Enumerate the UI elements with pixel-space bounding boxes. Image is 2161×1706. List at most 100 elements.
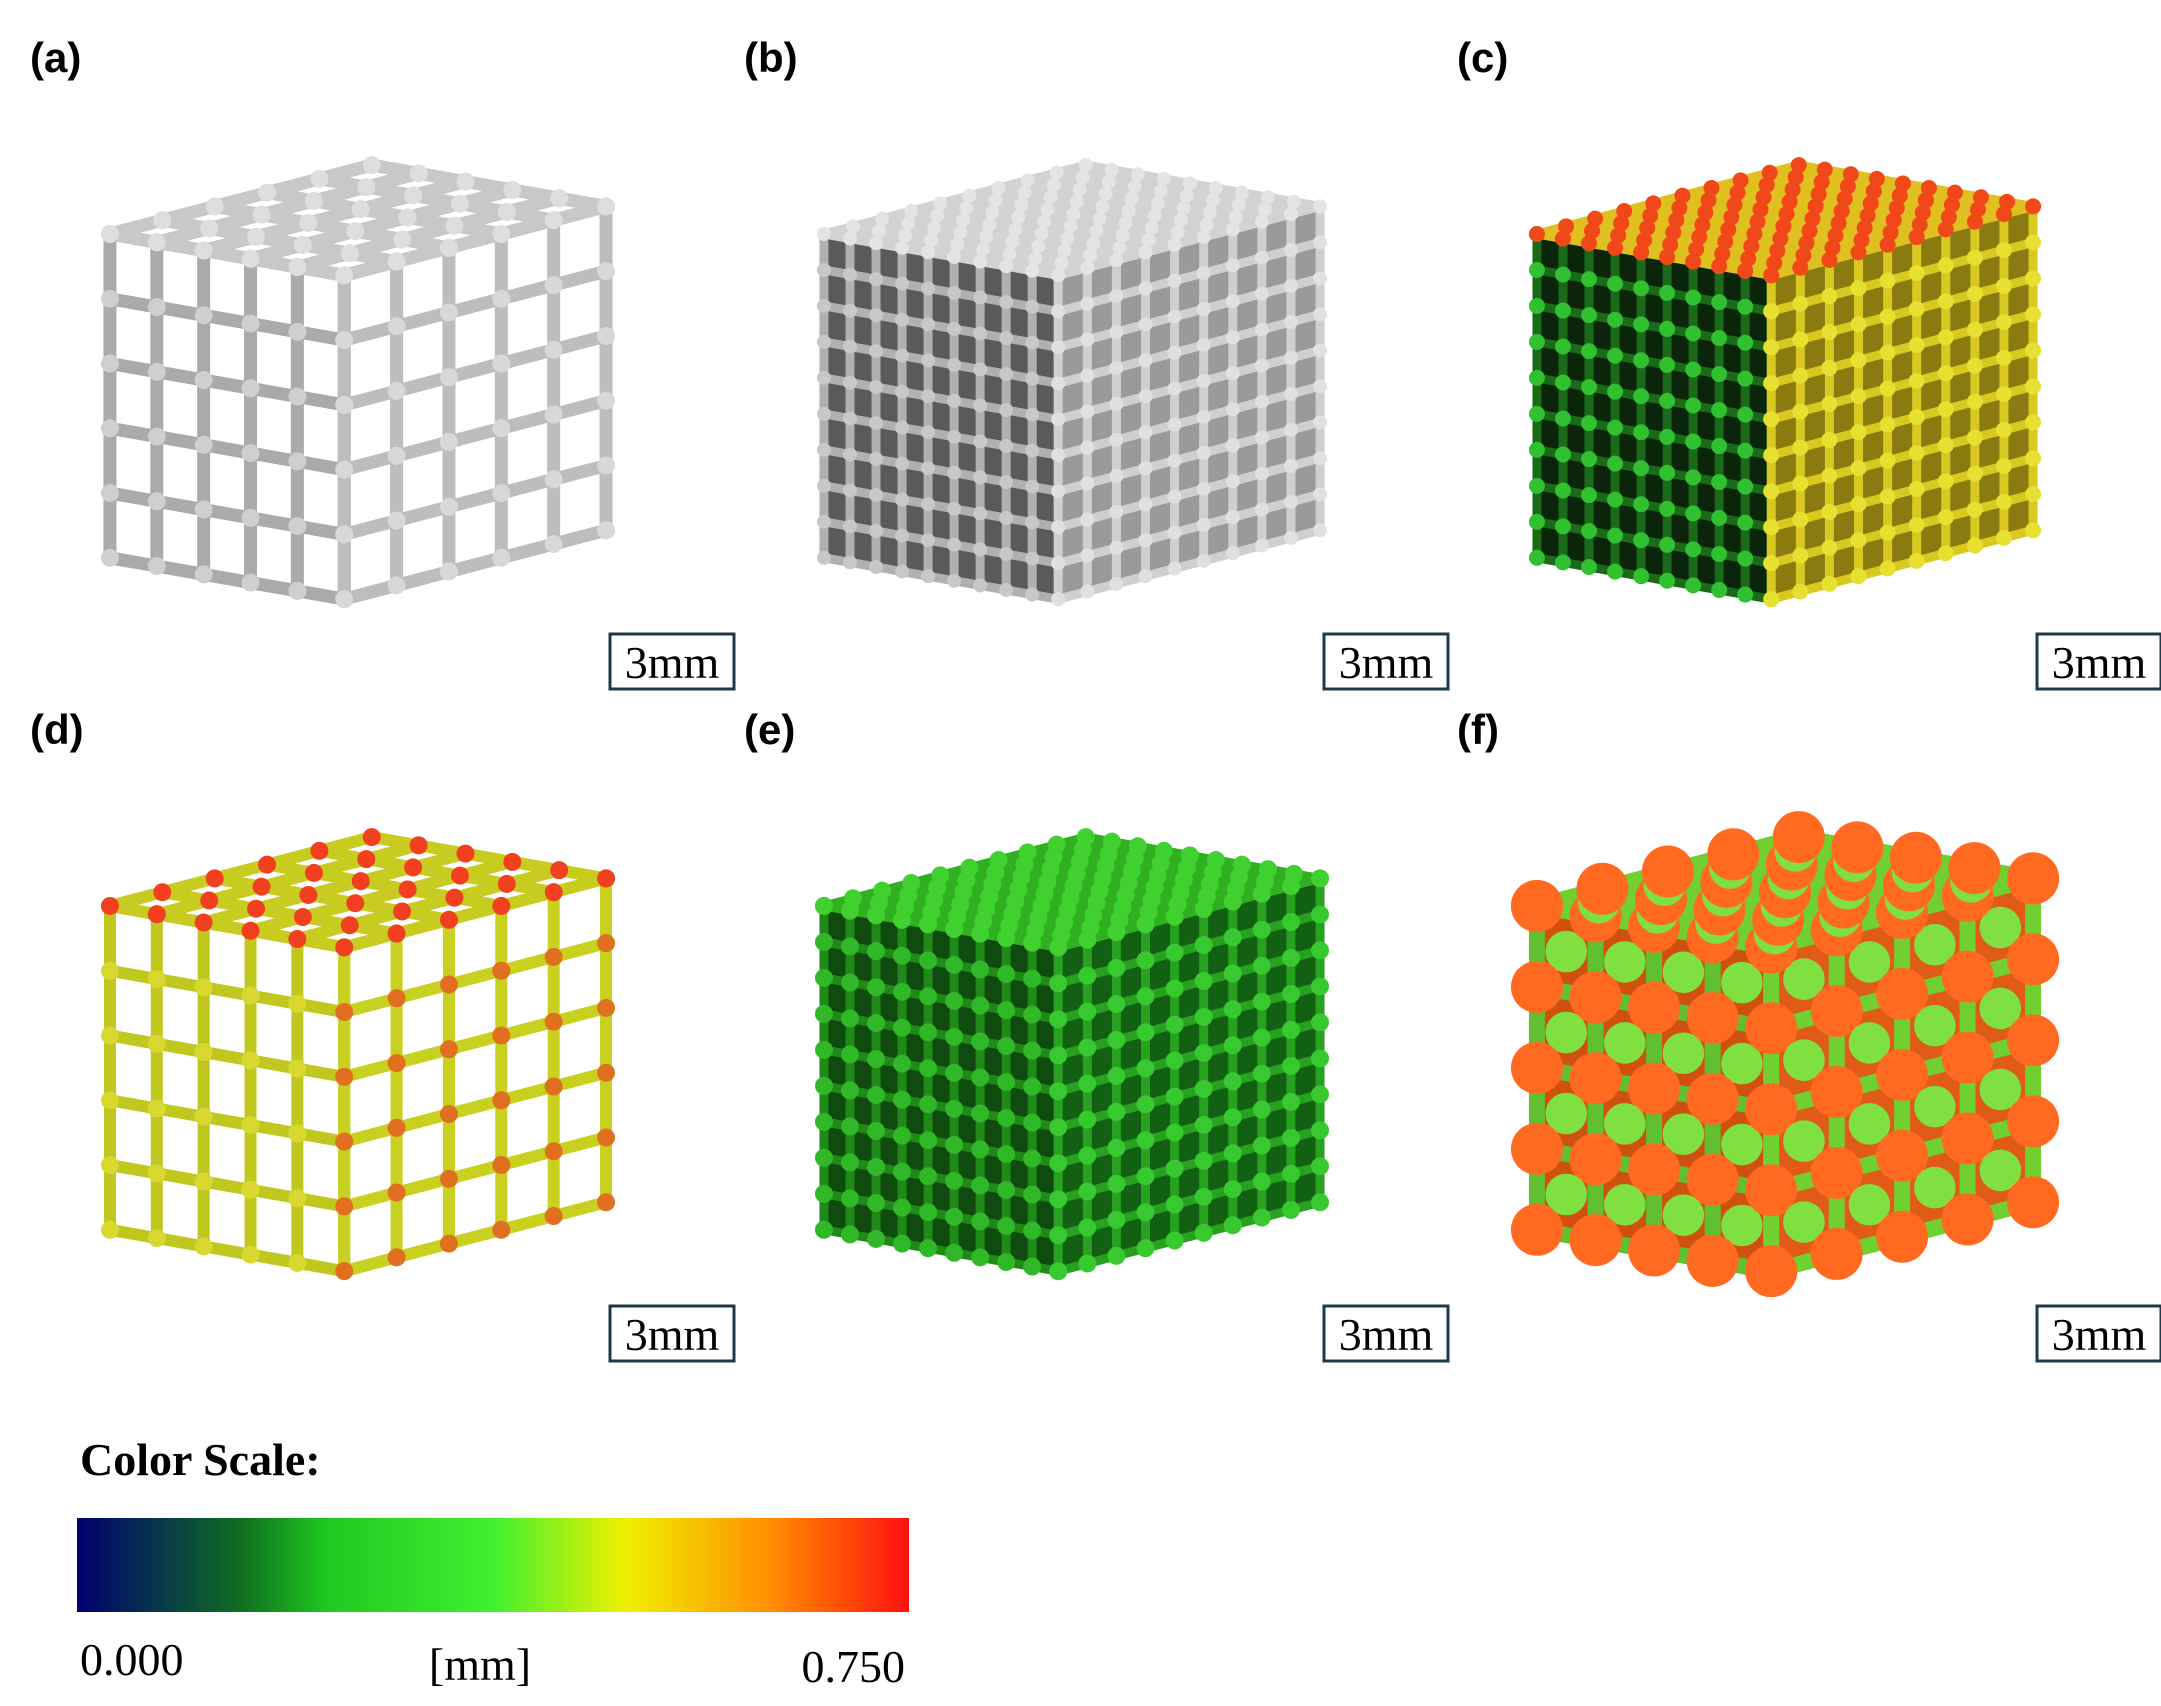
node [1979, 906, 2022, 949]
node [1104, 162, 1119, 177]
node [1138, 281, 1153, 296]
panel: (e) 3mm [744, 706, 1450, 1363]
node [1281, 1056, 1300, 1075]
lattice-face [1771, 206, 2034, 600]
node [387, 382, 406, 401]
node [1072, 182, 1087, 197]
node [1628, 981, 1681, 1034]
strut [1766, 417, 2038, 496]
node [1607, 455, 1624, 472]
node [1165, 1087, 1184, 1106]
node [1792, 295, 1809, 312]
node [1662, 1194, 1705, 1236]
node [205, 197, 224, 216]
node [1165, 1015, 1184, 1034]
node [997, 1109, 1016, 1128]
node [1995, 493, 2012, 510]
strut [1766, 309, 2038, 388]
strut [103, 357, 351, 412]
node [1937, 545, 1954, 562]
node [1729, 184, 1746, 201]
node [1772, 230, 1789, 247]
node [1075, 170, 1090, 185]
node [1313, 451, 1328, 466]
node [1995, 242, 2012, 259]
node [1633, 316, 1650, 333]
node [194, 913, 213, 932]
node [597, 1193, 616, 1212]
node [1821, 359, 1838, 376]
node [550, 861, 569, 880]
node [1937, 257, 1954, 274]
node [194, 1043, 213, 1062]
strut [819, 445, 1063, 496]
node [1223, 928, 1242, 947]
node [1196, 373, 1211, 388]
node [293, 236, 312, 255]
node [1628, 1143, 1681, 1196]
node [1136, 951, 1155, 970]
panel-label: (f) [1457, 706, 1499, 753]
strut [848, 221, 1092, 273]
node [241, 921, 260, 940]
node [346, 894, 365, 913]
strut [103, 1159, 351, 1213]
node [1721, 1123, 1763, 1166]
node [1313, 379, 1328, 394]
node [973, 434, 988, 449]
node [1313, 523, 1328, 538]
node [895, 276, 910, 291]
node [492, 1156, 511, 1175]
node [1554, 338, 1571, 355]
node [1711, 474, 1728, 491]
node [1821, 431, 1838, 448]
node [597, 869, 616, 888]
strut [1740, 197, 2012, 276]
node [100, 896, 119, 915]
node [1946, 184, 1963, 201]
node [1558, 218, 1575, 235]
node [1607, 563, 1624, 580]
strut [1001, 192, 1273, 271]
node [1830, 215, 1847, 232]
node [1937, 509, 1954, 526]
node [1017, 185, 1032, 200]
panel-label: (b) [744, 34, 798, 81]
node [1745, 1002, 1798, 1055]
node [1080, 548, 1095, 563]
node [1607, 491, 1624, 508]
node [1810, 1227, 1863, 1280]
strut [1053, 945, 1325, 1024]
node [1144, 220, 1159, 235]
node [1080, 584, 1095, 599]
node [1311, 977, 1330, 996]
node [971, 1068, 990, 1087]
node [1206, 851, 1225, 870]
node [1876, 967, 1929, 1020]
node [2025, 234, 2042, 251]
node [398, 208, 417, 227]
node [1257, 202, 1272, 217]
strut [819, 1153, 1063, 1204]
node [1659, 500, 1676, 517]
node [2025, 486, 2042, 503]
strut [1532, 229, 1776, 280]
node [1908, 480, 1925, 497]
node [1737, 514, 1754, 531]
node [1685, 253, 1702, 270]
node [893, 1054, 912, 1073]
strut [337, 458, 613, 541]
node [947, 573, 962, 588]
node [1281, 1200, 1300, 1219]
node [1025, 479, 1040, 494]
node [194, 241, 213, 260]
node [310, 841, 329, 860]
node [1313, 307, 1328, 322]
node [901, 216, 916, 231]
node [387, 446, 406, 465]
strut [103, 292, 351, 347]
node [869, 272, 884, 287]
strut [1766, 273, 2038, 352]
node [1109, 396, 1124, 411]
node [597, 262, 616, 281]
